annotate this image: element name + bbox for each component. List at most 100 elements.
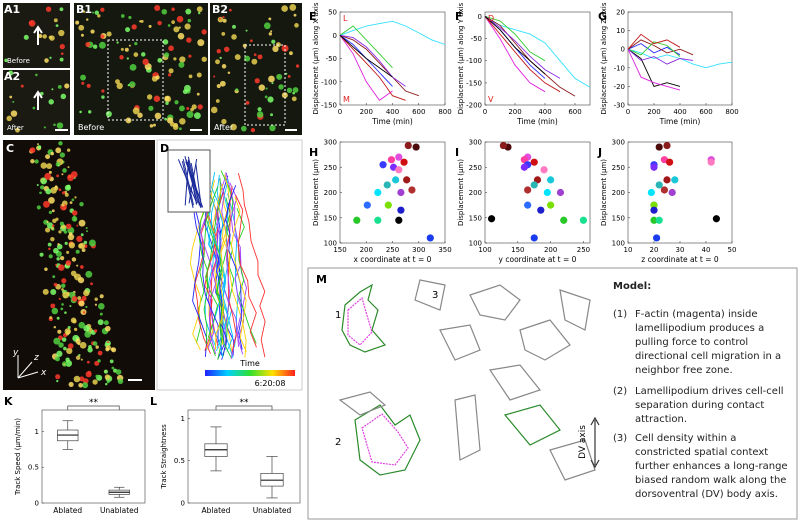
cell-blob — [78, 219, 86, 227]
cell-blob — [134, 42, 138, 46]
cell-blob — [80, 233, 84, 237]
y-tick-label: -50 — [326, 55, 337, 63]
cell-blob — [94, 297, 98, 301]
cell-blob — [75, 338, 81, 345]
diagram-label: 2 — [335, 437, 341, 448]
cell-blob — [55, 263, 58, 267]
cell-blob — [92, 341, 98, 346]
cell-blob — [57, 264, 65, 271]
cell-point — [395, 153, 403, 161]
cell-blob — [97, 319, 104, 326]
cell-blob — [58, 141, 63, 146]
cell-blob — [64, 241, 68, 245]
cell-blob — [54, 185, 58, 189]
panel-label: C — [6, 142, 14, 155]
cell-blob — [56, 379, 59, 383]
track-line — [627, 41, 681, 57]
cell-blob — [149, 124, 154, 128]
cell-blob — [42, 34, 47, 39]
cell-blob — [100, 7, 105, 12]
cell-blob — [148, 24, 152, 28]
cell-blob — [40, 162, 47, 169]
y-tick-label: 0 — [35, 500, 39, 508]
trajectory — [207, 209, 219, 349]
cell-blob — [164, 52, 170, 58]
cell-blob — [50, 288, 57, 295]
track-line — [339, 34, 419, 97]
trajectory — [218, 177, 231, 350]
x-tick-label: 200 — [647, 108, 660, 116]
cell-blob — [85, 305, 88, 309]
cell-blob — [196, 72, 202, 78]
image-c — [3, 140, 155, 390]
cell-blob — [83, 325, 90, 332]
cell-point — [384, 201, 392, 209]
cell-blob — [72, 319, 77, 324]
cell-blob — [47, 242, 52, 247]
model-title: Model: — [613, 281, 652, 292]
cell-blob — [15, 127, 20, 133]
x-tick-label: 10 — [624, 246, 633, 254]
cell-blob — [111, 366, 115, 370]
y-tick-label: 200 — [612, 189, 625, 197]
cell-blob — [128, 15, 132, 20]
cell-blob — [257, 54, 263, 60]
cell-blob — [94, 329, 98, 333]
cell-point — [408, 186, 416, 194]
cell-blob — [82, 10, 86, 13]
cell-blob — [56, 257, 60, 261]
cell-point — [530, 158, 538, 166]
cell-point — [707, 158, 715, 166]
item-text: F-actin (magenta) inside lamellipodium p… — [635, 309, 782, 376]
cell-blob — [173, 26, 180, 33]
cell-point — [537, 206, 545, 214]
cell-blob — [137, 112, 143, 118]
cell-blob — [84, 331, 92, 338]
inset-track — [177, 159, 198, 204]
cell-blob — [174, 100, 179, 105]
cell-blob — [77, 296, 82, 300]
cell-point — [543, 188, 551, 197]
cell-blob — [86, 83, 91, 88]
cell-point — [387, 156, 396, 164]
cell-outline — [519, 319, 571, 361]
cell-blob — [228, 8, 232, 12]
cell-blob — [67, 325, 71, 330]
cell-blob — [69, 201, 73, 204]
cell-blob — [148, 105, 154, 111]
panel-label: K — [4, 395, 13, 408]
cell-blob — [62, 191, 66, 195]
cell-point — [547, 176, 555, 184]
cell-blob — [34, 159, 39, 164]
x-tick-label: 600 — [412, 108, 425, 116]
cell-blob — [30, 159, 35, 164]
trajectory — [235, 195, 257, 348]
cell-point — [556, 188, 565, 197]
cell-blob — [289, 51, 293, 56]
cell-blob — [129, 81, 136, 88]
cell-blob — [256, 111, 264, 118]
cell-point — [655, 181, 663, 189]
cell-blob — [28, 20, 33, 25]
track-line — [339, 34, 393, 78]
dv-axis-label: DV axis — [578, 425, 588, 459]
image-a1 — [3, 3, 70, 68]
track-line — [339, 34, 393, 87]
cell-blob — [94, 303, 98, 306]
cell-blob — [65, 290, 68, 293]
y-tick-label: -200 — [466, 102, 482, 110]
x-tick-label: 200 — [544, 246, 557, 254]
cell-blob — [61, 283, 66, 289]
cell-blob — [164, 117, 168, 121]
cell-blob — [59, 7, 64, 12]
y-axis-label: Displacement (µm) along Z axis — [600, 2, 608, 114]
cell-blob — [234, 54, 241, 60]
cell-blob — [167, 24, 171, 27]
cell-blob — [115, 369, 122, 375]
cell-outline — [469, 284, 521, 321]
cell-blob — [61, 303, 64, 306]
plot-frame — [627, 141, 733, 244]
y-tick-label: 300 — [324, 139, 337, 147]
cell-blob — [39, 191, 42, 195]
